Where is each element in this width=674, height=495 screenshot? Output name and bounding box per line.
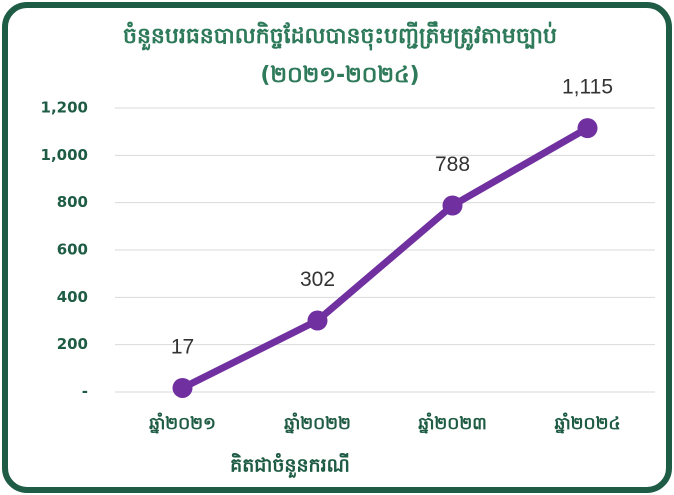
data-label: 302: [300, 268, 335, 291]
x-tick-label: ឆ្នាំ២០២៣: [418, 412, 486, 434]
y-tick-label: 1,000: [41, 146, 88, 164]
point: [172, 377, 193, 398]
y-tick-label: 800: [57, 193, 88, 211]
data-label: 1,115: [562, 76, 613, 99]
y-tick-label: 600: [57, 241, 88, 259]
point: [577, 118, 598, 139]
x-tick-label: ឆ្នាំ២០២២: [284, 412, 351, 434]
data-label: 17: [171, 336, 194, 359]
y-tick-label: 400: [57, 288, 88, 306]
y-tick-label: 200: [57, 335, 88, 353]
point: [307, 310, 328, 331]
x-tick-label: ឆ្នាំ២០២១: [149, 412, 216, 434]
x-tick-label: ឆ្នាំ២០២៤: [555, 412, 621, 434]
data-label: 788: [435, 153, 470, 176]
chart-subtitle: (២០២១-២០២៤): [260, 63, 419, 88]
y-tick-label: -: [82, 383, 88, 401]
chart-title: ចំនួនបរធនបាលកិច្ចដែលបានចុះបញ្ជីត្រឹមត្រូ…: [123, 21, 557, 51]
x-axis-label: គិតជាចំនួនករណី: [230, 453, 350, 479]
line: [180, 125, 590, 392]
y-tick-label: 1,200: [41, 99, 88, 117]
point: [442, 195, 463, 216]
